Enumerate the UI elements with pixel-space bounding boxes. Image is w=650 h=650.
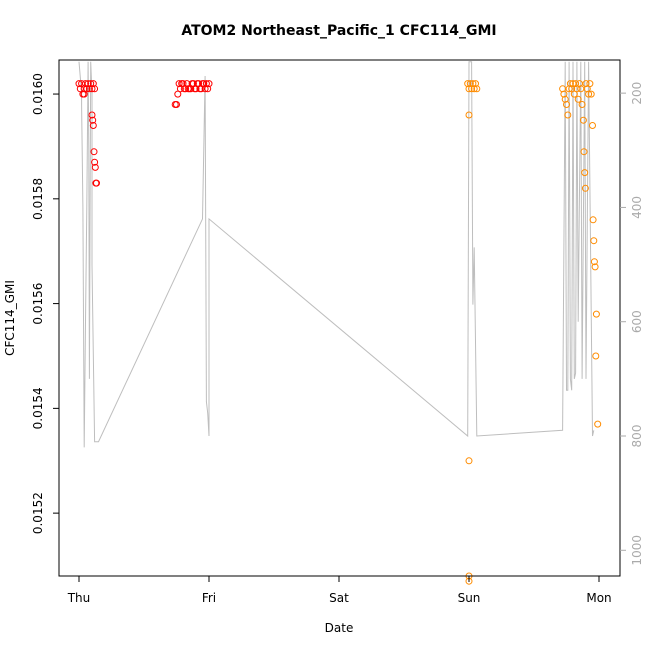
data-point [80,90,88,98]
plot-frame [58,59,621,577]
y2-tick-label: 1000 [630,535,644,566]
y2-tick-label: 600 [630,310,644,333]
y-tick-label: 0.0154 [31,387,45,429]
data-point [578,101,586,108]
data-point [590,237,598,245]
data-point [581,169,589,177]
y-axis-label: CFC114_GMI [3,280,17,356]
data-point [91,158,99,166]
data-point [469,80,477,88]
data-point [587,90,595,98]
data-point [89,122,97,129]
y-tick-label: 0.0156 [31,283,45,325]
data-point [561,95,569,103]
data-point [202,80,210,88]
data-point [465,457,473,465]
data-point [472,80,479,88]
data-point [574,95,582,103]
data-point [564,111,572,119]
data-point [173,101,180,108]
data-point [91,163,99,171]
data-point [572,80,580,88]
data-point [585,90,593,98]
data-point [470,85,478,93]
data-point [464,80,472,88]
data-point [201,85,209,93]
data-points-layer [75,80,602,585]
data-point [465,85,473,93]
data-point [91,85,99,93]
data-point [200,80,208,88]
x-tick-label: Mon [586,591,611,605]
data-point [465,111,473,119]
altitude-line [78,61,595,448]
data-point [89,80,97,88]
data-point [182,85,190,93]
data-point [594,420,602,428]
y2-tick-label: 200 [630,82,644,105]
data-point [560,90,568,98]
data-point [205,80,213,88]
data-point [582,80,590,88]
data-point [87,80,95,88]
data-point [586,80,594,88]
data-point [204,85,212,93]
x-tick-label: Thu [67,591,91,605]
data-point [592,310,600,318]
data-point [563,101,570,108]
data-point [88,111,96,119]
data-point [89,116,97,124]
data-point [175,80,183,88]
x-tick-label: Sun [458,591,481,605]
y-tick-label: 0.0152 [31,492,45,534]
y2-tick-label: 400 [630,196,644,219]
data-point [468,85,476,93]
data-point [589,216,597,224]
data-point [565,85,573,93]
data-point [591,263,599,271]
axes-layer: Thu Fri Sat Sun Mon 0.0152 0.0154 0.0156 0.0158 0… [31,59,644,605]
data-point [88,85,96,93]
data-point [85,85,93,93]
x-tick-label: Sat [329,591,349,605]
data-point [466,80,474,88]
data-point [84,80,92,88]
data-point [80,85,88,93]
data-point [579,116,587,124]
x-tick-label: Fri [202,591,216,605]
data-point [82,80,89,88]
y2-tick-label: 800 [630,425,644,448]
data-point [473,85,481,93]
y-tick-label: 0.0160 [31,73,45,115]
data-point [590,258,598,266]
data-point [90,148,98,156]
data-point [566,80,574,88]
data-point [592,352,600,360]
data-point [581,184,589,192]
altitude-trace-layer [78,61,595,448]
data-point [93,179,100,187]
y-tick-label: 0.0158 [31,178,45,220]
x-axis-label: Date [325,621,354,635]
data-point [589,122,596,129]
data-point [580,148,588,156]
chart-title: ATOM2 Northeast_Pacific_1 CFC114_GMI [181,23,496,39]
